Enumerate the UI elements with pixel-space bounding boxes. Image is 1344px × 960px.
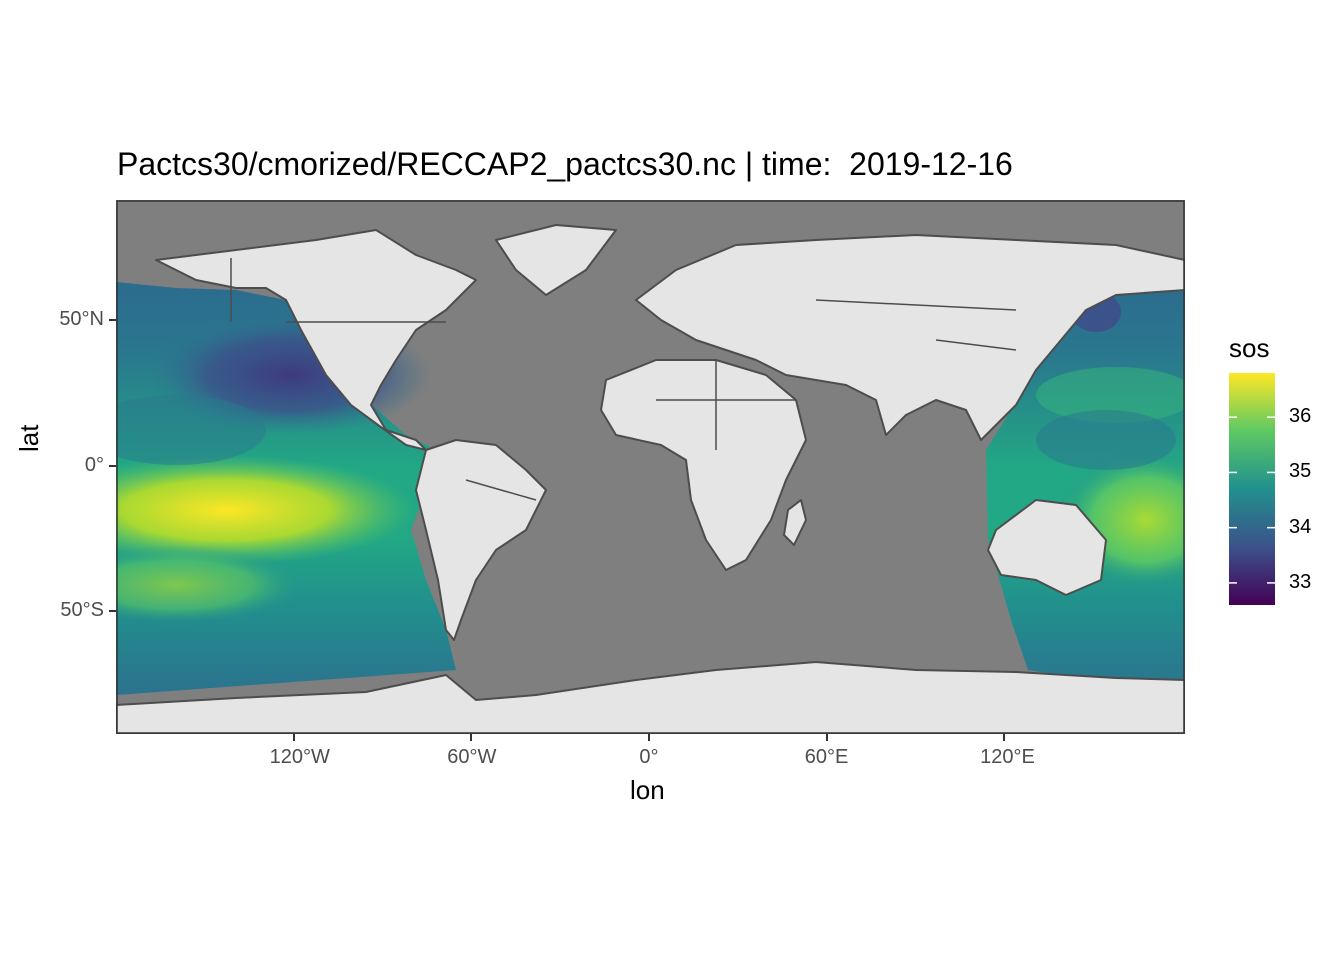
antarctica [116, 661, 1185, 734]
x-tick-mark [825, 734, 828, 741]
country-borders [230, 258, 1017, 501]
plot-title: Pactcs30/cmorized/RECCAP2_pactcs30.nc | … [117, 146, 1013, 182]
x-axis-title: lon [630, 775, 665, 805]
greenland [495, 224, 617, 296]
land-masses [116, 224, 1185, 734]
legend-tick-label: 36 [1289, 405, 1312, 428]
eurasia [635, 234, 1185, 441]
legend-colorbar [1229, 373, 1275, 605]
y-tick-mark [109, 319, 116, 322]
legend-tick-marks [1229, 416, 1275, 584]
legend-title: sos [1229, 333, 1270, 363]
y-tick-label: 0° [84, 453, 104, 476]
y-tick-label: 50°N [59, 308, 104, 331]
legend-tick-label: 34 [1289, 515, 1312, 538]
australia [987, 499, 1107, 596]
y-tick-mark [109, 610, 116, 613]
legend-tick-label: 33 [1289, 570, 1312, 593]
x-tick-label: 120°E [980, 746, 1035, 768]
x-tick-label: 120°W [269, 746, 330, 768]
x-tick-mark [1003, 734, 1006, 741]
madagascar [783, 499, 807, 546]
north-america [155, 229, 477, 451]
x-tick-label: 60°E [804, 746, 849, 768]
salinity-field-west-pacific [986, 282, 1185, 695]
x-tick-label: 0° [639, 746, 659, 768]
x-tick-mark [647, 734, 650, 741]
x-tick-label: 60°W [447, 746, 497, 768]
africa [600, 359, 807, 571]
y-tick-mark [109, 464, 116, 467]
map-panel [116, 200, 1185, 734]
x-tick-mark [470, 734, 473, 741]
x-tick-mark [292, 734, 295, 741]
legend-tick-label: 35 [1289, 460, 1312, 483]
south-america [415, 439, 547, 641]
y-axis-title: lat [14, 424, 44, 452]
y-tick-label: 50°S [60, 599, 104, 622]
